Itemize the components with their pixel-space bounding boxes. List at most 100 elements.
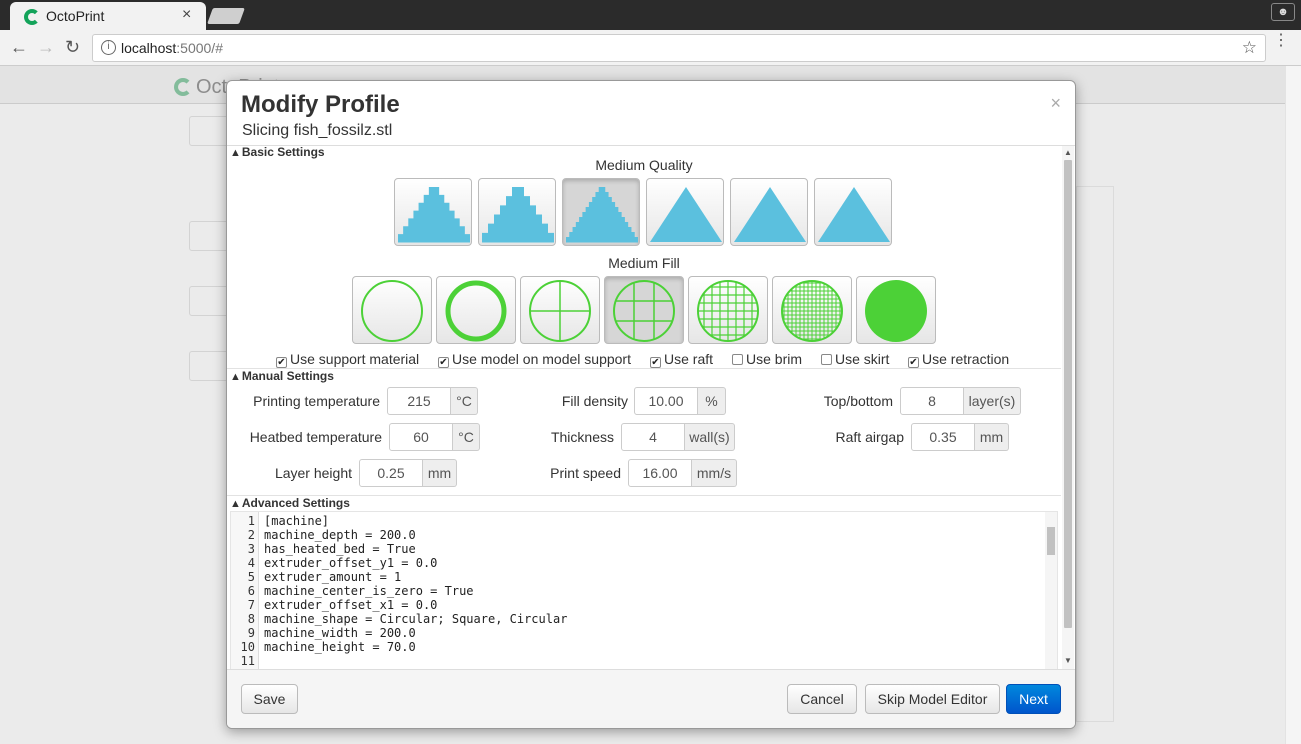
- basic-settings-header[interactable]: ▲Basic Settings: [230, 145, 325, 159]
- editor-scrollbar[interactable]: [1045, 512, 1057, 669]
- layer-height-input[interactable]: 0.25: [359, 459, 423, 487]
- dialog-scrollbar[interactable]: ▲ ▼: [1062, 146, 1074, 669]
- quality-4-button[interactable]: [646, 178, 724, 246]
- checkbox-checked-icon[interactable]: ✔: [650, 357, 661, 368]
- browser-menu-icon[interactable]: ⋮: [1273, 32, 1289, 49]
- address-bar: ← → ↻ i localhost:5000/# ☆ ⋮: [0, 30, 1301, 66]
- dialog-scrollbar-thumb[interactable]: [1064, 160, 1072, 628]
- option-use-model-on-model-support[interactable]: ✔ Use model on model support: [438, 351, 631, 368]
- line-number: 11: [240, 654, 255, 668]
- line-number: 9: [247, 626, 255, 640]
- fill-pattern-icon: [361, 280, 423, 342]
- scroll-down-icon[interactable]: ▼: [1064, 656, 1072, 665]
- option-use-raft[interactable]: ✔ Use raft: [650, 351, 713, 368]
- dialog-subtitle: Slicing fish_fossilz.stl: [242, 122, 393, 139]
- fill-pattern-icon: [445, 280, 507, 342]
- code-line[interactable]: machine_center_is_zero = True: [264, 584, 474, 598]
- browser-tab[interactable]: OctoPrint ×: [10, 2, 206, 30]
- code-line[interactable]: machine_width = 200.0: [264, 626, 416, 640]
- fill-hollow-button[interactable]: [352, 276, 432, 344]
- cancel-button[interactable]: Cancel: [787, 684, 857, 714]
- url-input[interactable]: i localhost:5000/# ☆: [92, 34, 1266, 62]
- quality-triangle-icon: [734, 187, 806, 242]
- advanced-settings-editor[interactable]: 1 [machine] 2 machine_depth = 200.0 3 has_hea…: [230, 511, 1058, 669]
- url-text: localhost:5000/#: [121, 40, 223, 56]
- code-line[interactable]: has_heated_bed = True: [264, 542, 416, 556]
- top-bottom-label: Top/bottom: [823, 393, 893, 409]
- skip-model-editor-button[interactable]: Skip Model Editor: [865, 684, 1000, 714]
- reload-icon[interactable]: ↻: [65, 37, 81, 57]
- line-number: 4: [247, 556, 255, 570]
- advanced-settings-header[interactable]: ▲Advanced Settings: [230, 496, 350, 510]
- code-line[interactable]: extruder_offset_x1 = 0.0: [264, 598, 438, 612]
- fill-density-input[interactable]: 10.00: [634, 387, 698, 415]
- option-label: Use raft: [664, 351, 714, 367]
- back-arrow-icon[interactable]: ←: [10, 37, 28, 57]
- printing-temperature-input[interactable]: 215: [387, 387, 451, 415]
- dialog-title: Modify Profile: [241, 91, 400, 118]
- checkbox-checked-icon[interactable]: ✔: [438, 357, 449, 368]
- checkbox-icon[interactable]: [732, 354, 743, 365]
- option-use-support-material[interactable]: ✔ Use support material: [276, 351, 419, 368]
- raft-airgap-label: Raft airgap: [835, 429, 904, 445]
- fill-quarter-button[interactable]: [520, 276, 600, 344]
- quality-5-button[interactable]: [730, 178, 808, 246]
- line-number: 3: [247, 542, 255, 556]
- code-line[interactable]: [machine]: [264, 514, 330, 528]
- fill-density-label: Fill density: [561, 393, 628, 409]
- code-line[interactable]: extruder_amount = 1: [264, 570, 402, 584]
- checkbox-checked-icon[interactable]: ✔: [276, 357, 287, 368]
- fill-dense-grid-button[interactable]: [772, 276, 852, 344]
- option-use-brim[interactable]: Use brim: [732, 351, 802, 367]
- thickness-input[interactable]: 4: [621, 423, 685, 451]
- user-profile-icon[interactable]: ☻: [1271, 3, 1295, 21]
- scroll-up-icon[interactable]: ▲: [1064, 148, 1072, 157]
- layer-height-label: Layer height: [274, 465, 352, 481]
- checkbox-icon[interactable]: [821, 354, 832, 365]
- fill-solid-button[interactable]: [856, 276, 936, 344]
- manual-settings-header[interactable]: ▲Manual Settings: [230, 369, 334, 383]
- code-line[interactable]: machine_shape = Circular; Square, Circul…: [264, 612, 568, 626]
- bookmark-star-icon[interactable]: ☆: [1241, 38, 1257, 57]
- page-brand-logo-icon: [174, 78, 192, 96]
- heatbed-temperature-input[interactable]: 60: [389, 423, 453, 451]
- quality-triangle-icon: [650, 187, 722, 242]
- print-speed-input[interactable]: 16.00: [628, 459, 692, 487]
- code-line[interactable]: machine_depth = 200.0: [264, 528, 416, 542]
- dialog-body: ▲Basic Settings Medium Quality Medium Fi…: [227, 145, 1075, 670]
- printing-temperature-unit: °C: [451, 387, 478, 415]
- raft-airgap-input[interactable]: 0.35: [911, 423, 975, 451]
- new-tab-button[interactable]: [207, 8, 245, 24]
- info-icon[interactable]: i: [101, 40, 116, 55]
- editor-scrollbar-thumb[interactable]: [1047, 527, 1055, 555]
- fill-thick-wall-button[interactable]: [436, 276, 516, 344]
- page-scrollbar[interactable]: [1285, 66, 1301, 744]
- quality-3-button[interactable]: [562, 178, 640, 246]
- top-bottom-input[interactable]: 8: [900, 387, 964, 415]
- code-line[interactable]: extruder_offset_y1 = 0.0: [264, 556, 438, 570]
- heatbed-temperature-unit: °C: [453, 423, 480, 451]
- quality-6-button[interactable]: [814, 178, 892, 246]
- option-use-retraction[interactable]: ✔ Use retraction: [908, 351, 1009, 368]
- code-line[interactable]: [profile]: [264, 668, 329, 669]
- browser-tabbar: OctoPrint × ☻: [0, 0, 1301, 30]
- save-button[interactable]: Save: [241, 684, 298, 714]
- thickness-label: Thickness: [550, 429, 614, 445]
- option-use-skirt[interactable]: Use skirt: [821, 351, 889, 367]
- option-label: Use support material: [290, 351, 420, 367]
- code-line[interactable]: machine_height = 70.0: [264, 640, 416, 654]
- close-icon[interactable]: ×: [1050, 93, 1061, 113]
- quality-1-button[interactable]: [394, 178, 472, 246]
- fill-medium-button[interactable]: [604, 276, 684, 344]
- fill-pattern-icon: [781, 280, 843, 342]
- tab-close-icon[interactable]: ×: [182, 6, 192, 23]
- fill-pattern-icon: [529, 280, 591, 342]
- forward-arrow-icon[interactable]: →: [37, 37, 55, 57]
- fill-grid-button[interactable]: [688, 276, 768, 344]
- option-label: Use brim: [746, 351, 803, 367]
- line-number: 2: [247, 528, 255, 542]
- next-button[interactable]: Next: [1006, 684, 1061, 714]
- quality-2-button[interactable]: [478, 178, 556, 246]
- line-number: 6: [247, 584, 255, 598]
- checkbox-checked-icon[interactable]: ✔: [908, 357, 919, 368]
